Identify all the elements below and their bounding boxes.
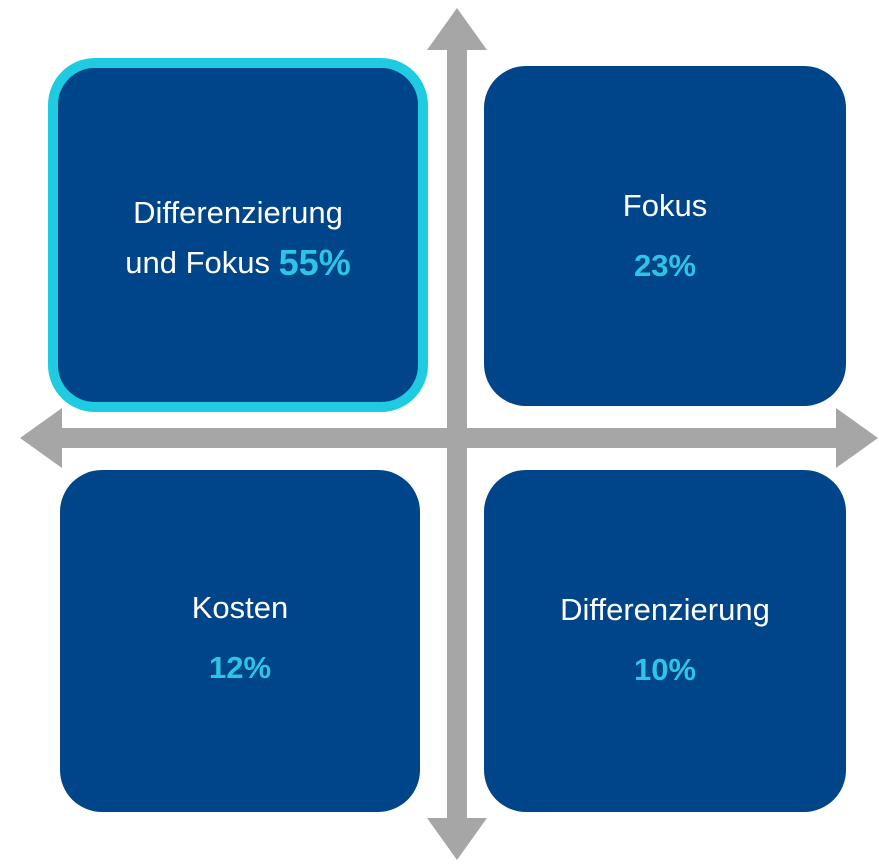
- quadrant-label: Differenzierung: [560, 592, 770, 627]
- label-line: und Fokus: [125, 245, 270, 280]
- quadrant-value: 12%: [209, 650, 271, 685]
- arrow-down: [427, 818, 487, 860]
- arrow-right: [836, 408, 878, 468]
- quadrant-box: [60, 470, 420, 812]
- quadrant-box: [484, 470, 846, 812]
- quadrant-label: Fokus: [623, 188, 707, 223]
- quadrant-label: und Fokus 55%: [125, 242, 350, 283]
- quadrant-label: Differenzierung: [133, 195, 343, 230]
- arrow-up: [427, 8, 487, 50]
- quadrant-value: 55%: [279, 242, 351, 283]
- quadrant-value: 10%: [634, 652, 696, 687]
- quadrant-box: [48, 58, 428, 412]
- quadrant-box: [484, 66, 846, 406]
- quadrant-value: 23%: [634, 248, 696, 283]
- horizontal-axis: [60, 428, 840, 448]
- arrow-left: [20, 408, 62, 468]
- axes: [20, 8, 878, 860]
- quadrant-label: Kosten: [192, 590, 289, 625]
